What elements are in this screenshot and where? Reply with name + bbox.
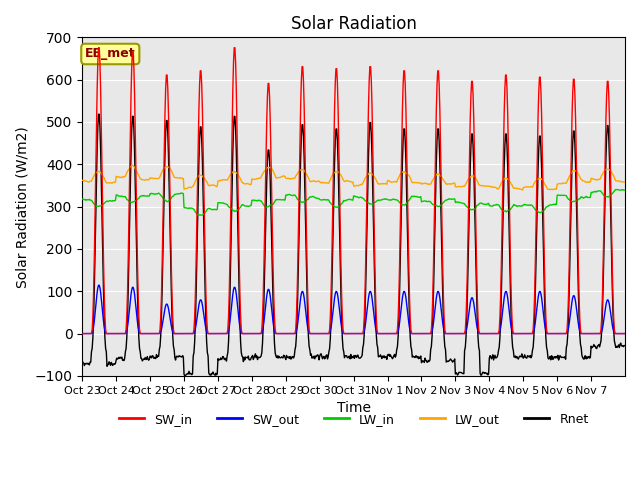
X-axis label: Time: Time <box>337 401 371 415</box>
Text: EE_met: EE_met <box>85 48 136 60</box>
Legend: SW_in, SW_out, LW_in, LW_out, Rnet: SW_in, SW_out, LW_in, LW_out, Rnet <box>114 408 594 431</box>
Y-axis label: Solar Radiation (W/m2): Solar Radiation (W/m2) <box>15 126 29 288</box>
Title: Solar Radiation: Solar Radiation <box>291 15 417 33</box>
